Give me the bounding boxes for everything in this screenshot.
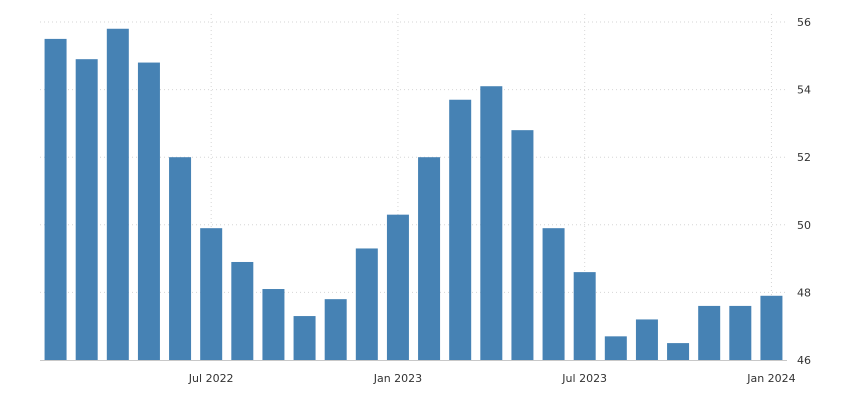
- y-axis-tick-labels: 56 54 52 50 48 46: [797, 16, 811, 367]
- bar: [667, 343, 690, 360]
- bar: [760, 295, 783, 360]
- bar: [75, 59, 98, 361]
- bar: [573, 272, 596, 360]
- y-tick-label: 50: [797, 219, 811, 232]
- y-tick-label: 48: [797, 286, 811, 299]
- bar: [511, 130, 534, 360]
- bar: [698, 305, 721, 360]
- bar: [106, 28, 129, 360]
- bar: [604, 336, 627, 360]
- bar: [231, 261, 254, 360]
- bar: [386, 214, 409, 360]
- x-axis-tick-labels: Jul 2022 Jan 2023 Jul 2023 Jan 2024: [188, 372, 796, 385]
- y-gridlines: [40, 21, 787, 293]
- y-tick-label: 52: [797, 151, 811, 164]
- bars: [44, 28, 783, 361]
- bar: [449, 99, 472, 361]
- bar: [137, 62, 160, 361]
- bar: [200, 228, 223, 360]
- x-tick-label: Jul 2022: [188, 372, 234, 385]
- y-tick-label: 56: [797, 16, 811, 29]
- bar: [480, 86, 503, 360]
- bar: [293, 316, 316, 360]
- bar: [324, 299, 347, 360]
- bar: [542, 228, 565, 360]
- bar: [44, 38, 67, 361]
- bar: [635, 319, 658, 360]
- x-tick-label: Jan 2023: [373, 372, 422, 385]
- bar: [355, 248, 378, 360]
- bar: [169, 157, 192, 360]
- y-tick-label: 54: [797, 84, 811, 97]
- x-tick-label: Jan 2024: [746, 372, 795, 385]
- bar: [729, 305, 752, 360]
- bar: [418, 157, 441, 360]
- y-tick-label: 46: [797, 354, 811, 367]
- bar: [262, 289, 285, 360]
- x-tick-label: Jul 2023: [561, 372, 607, 385]
